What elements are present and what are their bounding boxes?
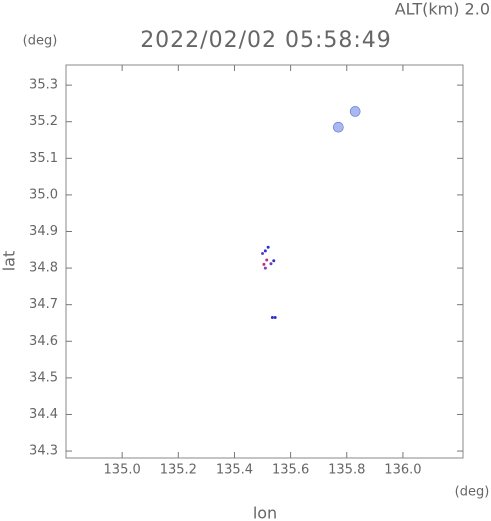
y-tick-label: 34.9 [29, 224, 58, 239]
y-tick-label: 34.6 [29, 334, 58, 349]
point [272, 259, 276, 263]
point [266, 245, 270, 249]
x-tick-label: 136.0 [384, 463, 421, 478]
y-tick-label: 34.5 [29, 370, 58, 385]
x-axis-label: lon [253, 504, 277, 521]
chart-title: 2022/02/02 05:58:49 [140, 28, 392, 53]
point [263, 249, 267, 253]
altitude-annotation: ALT(km) 2.0 [395, 0, 490, 19]
y-tick-label: 34.4 [29, 407, 58, 422]
plot-frame [65, 64, 464, 459]
x-unit: (deg) [455, 485, 490, 500]
y-tick-label: 34.8 [29, 261, 58, 276]
y-tick-label: 35.2 [29, 114, 58, 129]
point [349, 106, 361, 117]
y-tick-label: 35.0 [29, 187, 58, 202]
y-tick-label: 34.3 [29, 444, 58, 459]
point [270, 315, 274, 319]
point [262, 262, 266, 266]
x-tick-label: 135.8 [328, 463, 365, 478]
x-tick-label: 135.4 [216, 463, 253, 478]
point [333, 121, 344, 133]
y-tick-label: 35.1 [29, 151, 58, 166]
y-axis-label: lat [0, 251, 19, 272]
point [265, 258, 269, 262]
point [263, 266, 267, 270]
point [269, 262, 273, 266]
y-tick-label: 35.3 [29, 78, 58, 93]
x-tick-label: 135.2 [160, 463, 197, 478]
point [261, 251, 265, 255]
x-tick-label: 135.6 [272, 463, 309, 478]
x-tick-label: 135.0 [104, 463, 141, 478]
point [273, 315, 277, 319]
y-unit: (deg) [23, 34, 58, 49]
y-tick-label: 34.7 [29, 297, 58, 312]
